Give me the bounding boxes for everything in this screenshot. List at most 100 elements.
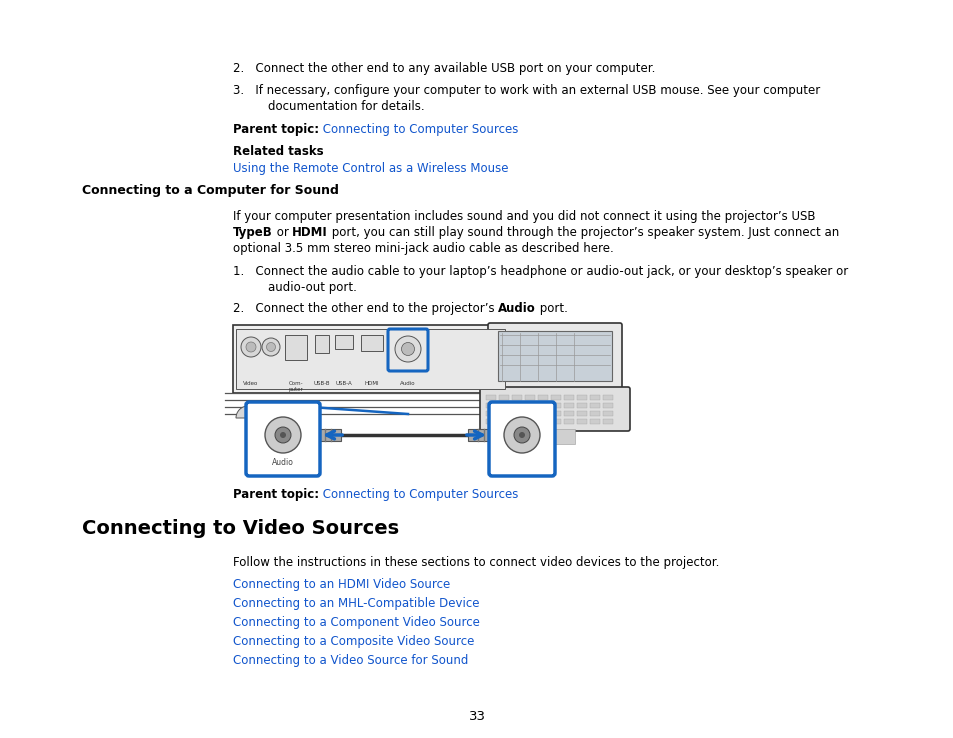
Bar (589, 419, 599, 424)
Bar (577, 419, 586, 424)
Text: If your computer presentation includes sound and you did not connect it using th: If your computer presentation includes s… (233, 210, 815, 223)
Text: Connecting to an MHL-Compatible Device: Connecting to an MHL-Compatible Device (233, 597, 479, 610)
FancyBboxPatch shape (489, 402, 555, 476)
Text: Connecting to an HDMI Video Source: Connecting to an HDMI Video Source (233, 578, 450, 591)
FancyBboxPatch shape (479, 387, 629, 431)
Bar (551, 411, 560, 416)
Circle shape (280, 432, 286, 438)
Bar (512, 419, 521, 424)
Text: HDMI: HDMI (364, 381, 379, 386)
Text: optional 3.5 mm stereo mini-jack audio cable as described here.: optional 3.5 mm stereo mini-jack audio c… (233, 242, 613, 255)
Text: HDMI: HDMI (292, 226, 328, 239)
Bar (512, 411, 521, 416)
Bar (485, 411, 496, 416)
Bar (589, 411, 599, 416)
Text: USB-B: USB-B (314, 381, 330, 386)
Bar (498, 411, 509, 416)
Text: 2.   Connect the other end to any available USB port on your computer.: 2. Connect the other end to any availabl… (233, 62, 655, 75)
Text: audio-out port.: audio-out port. (268, 281, 356, 294)
Text: Connecting to a Computer for Sound: Connecting to a Computer for Sound (82, 184, 338, 197)
Text: Related tasks: Related tasks (233, 145, 323, 158)
Bar (498, 403, 509, 408)
Circle shape (274, 427, 291, 443)
Bar (512, 403, 521, 408)
Circle shape (266, 342, 275, 351)
Text: or: or (273, 226, 292, 239)
Bar (537, 411, 547, 416)
Text: Com-
puter: Com- puter (289, 381, 303, 392)
Bar (485, 403, 496, 408)
Bar (497, 331, 612, 381)
Bar (602, 395, 613, 400)
Text: Using the Remote Control as a Wireless Mouse: Using the Remote Control as a Wireless M… (233, 162, 508, 175)
Text: Follow the instructions in these sections to connect video devices to the projec: Follow the instructions in these section… (233, 556, 719, 569)
Text: 1.   Connect the audio cable to your laptop’s headphone or audio-out jack, or yo: 1. Connect the audio cable to your lapto… (233, 265, 847, 278)
Bar (551, 403, 560, 408)
FancyBboxPatch shape (233, 325, 507, 393)
Bar (468, 429, 490, 441)
Circle shape (401, 342, 414, 356)
Bar (524, 411, 535, 416)
Bar (577, 395, 586, 400)
Bar (285, 335, 307, 360)
Text: TypeB: TypeB (233, 226, 273, 239)
Circle shape (262, 338, 280, 356)
Circle shape (503, 417, 539, 453)
Text: 33: 33 (468, 710, 485, 723)
Bar (563, 403, 574, 408)
Bar (512, 395, 521, 400)
Text: Audio: Audio (497, 302, 536, 315)
Bar (577, 411, 586, 416)
Bar (563, 419, 574, 424)
Bar (524, 403, 535, 408)
Circle shape (514, 427, 530, 443)
Bar (537, 403, 547, 408)
Circle shape (395, 336, 420, 362)
Bar (335, 335, 353, 349)
Text: Connecting to a Composite Video Source: Connecting to a Composite Video Source (233, 635, 474, 648)
Bar (314, 335, 329, 353)
Bar (602, 411, 613, 416)
Text: Parent topic:: Parent topic: (233, 488, 319, 501)
Bar (485, 419, 496, 424)
Text: port, you can still play sound through the projector’s speaker system. Just conn: port, you can still play sound through t… (328, 226, 839, 239)
Text: Video: Video (243, 381, 258, 386)
Text: Audio: Audio (399, 381, 416, 386)
Circle shape (265, 417, 301, 453)
Wedge shape (235, 406, 260, 418)
Bar (589, 395, 599, 400)
Bar (498, 419, 509, 424)
Text: Connecting to Computer Sources: Connecting to Computer Sources (319, 488, 518, 501)
Bar (537, 419, 547, 424)
Text: Parent topic:: Parent topic: (233, 123, 319, 136)
Text: Connecting to a Video Source for Sound: Connecting to a Video Source for Sound (233, 654, 468, 667)
Bar (551, 419, 560, 424)
Text: USB-A: USB-A (335, 381, 352, 386)
Text: Connecting to Computer Sources: Connecting to Computer Sources (319, 123, 518, 136)
Bar (235, 329, 504, 389)
Bar (318, 429, 340, 441)
Text: Audio: Audio (272, 458, 294, 467)
Bar (524, 419, 535, 424)
Text: documentation for details.: documentation for details. (268, 100, 424, 113)
Bar (602, 403, 613, 408)
Bar (485, 395, 496, 400)
Bar (360, 335, 382, 351)
Circle shape (246, 342, 255, 352)
Bar (498, 395, 509, 400)
Text: Connecting to a Component Video Source: Connecting to a Component Video Source (233, 616, 479, 629)
FancyBboxPatch shape (488, 323, 621, 389)
Circle shape (241, 337, 261, 357)
Bar (563, 395, 574, 400)
Circle shape (518, 432, 524, 438)
Bar (551, 395, 560, 400)
Bar (589, 403, 599, 408)
Bar (577, 403, 586, 408)
Text: 2.   Connect the other end to the projector’s: 2. Connect the other end to the projecto… (233, 302, 497, 315)
Text: 3.   If necessary, configure your computer to work with an external USB mouse. S: 3. If necessary, configure your computer… (233, 84, 820, 97)
FancyBboxPatch shape (246, 402, 319, 476)
Text: Connecting to Video Sources: Connecting to Video Sources (82, 519, 398, 538)
Bar (602, 419, 613, 424)
Text: port.: port. (536, 302, 567, 315)
Bar (524, 395, 535, 400)
